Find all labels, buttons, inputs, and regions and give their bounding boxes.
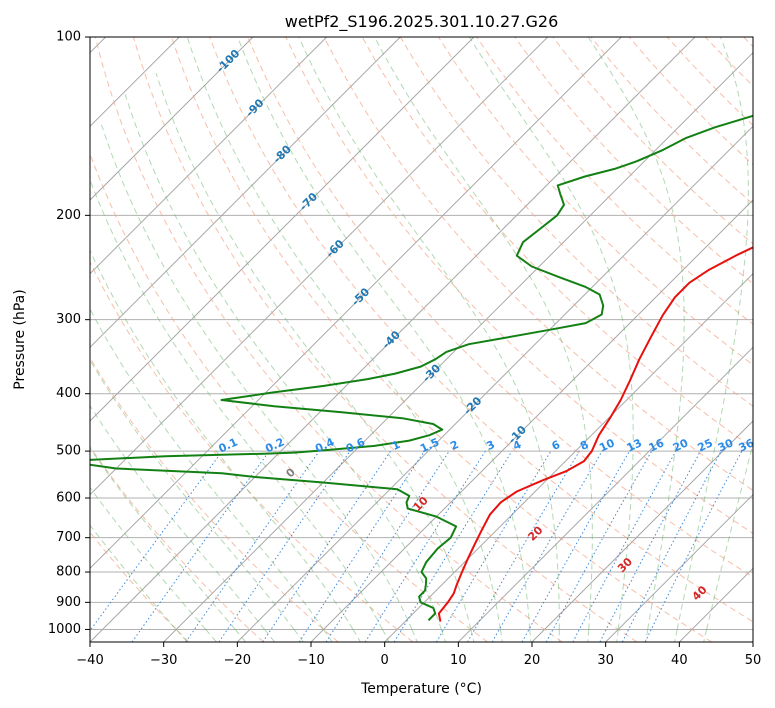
y-tick-label: 200 [56, 208, 81, 223]
isotherm-line [163, 51, 753, 642]
reference-lines [90, 37, 753, 642]
moist-adiabat-line [674, 37, 749, 642]
dry-adiabat-line [209, 37, 753, 623]
y-tick-label: 900 [56, 595, 81, 610]
moist-adiabat-line [237, 37, 532, 642]
mixing-ratio-line [90, 450, 223, 632]
y-tick-label: 500 [56, 444, 81, 459]
x-tick-label: 20 [524, 653, 541, 668]
mixing-ratio-line [644, 450, 743, 642]
dry-adiabat-line [90, 260, 414, 642]
chart-title: wetPf2_S196.2025.301.10.27.G26 [285, 12, 559, 32]
mixing-ratio-label: 10 [597, 436, 617, 454]
isotherm-line [90, 37, 401, 349]
moist-adiabat-line [186, 37, 503, 642]
y-axis: 100 200 300 400 500 600 700 800 900 1000 [48, 30, 90, 637]
x-tick-label: −30 [150, 653, 177, 668]
moist-adiabat-line [155, 72, 475, 642]
dry-adiabat-line [171, 37, 712, 642]
dry-adiabat-line [90, 356, 339, 642]
y-tick-label: 700 [56, 530, 81, 545]
moist-adiabat-line [703, 441, 753, 642]
mixing-ratio-label: 20 [671, 436, 691, 454]
x-tick-label: 10 [450, 653, 467, 668]
dry-adiabat-line [514, 37, 753, 285]
moist-adiabat-line [90, 404, 275, 642]
y-tick-label: 600 [56, 491, 81, 506]
y-axis-title: Pressure (hPa) [12, 289, 28, 389]
dry-adiabat-line [94, 37, 563, 642]
mixing-ratio-line [545, 450, 653, 642]
y-tick-label: 1000 [48, 622, 81, 637]
mixing-ratio-label: 36 [737, 436, 757, 454]
x-tick-label: 0 [381, 653, 389, 668]
dry-adiabat-line [476, 37, 753, 325]
x-tick-label: −10 [297, 653, 324, 668]
x-tick-label: 40 [671, 653, 688, 668]
isotherm-line [90, 37, 254, 201]
profile-lines [90, 114, 753, 622]
isotherm-line [236, 125, 753, 642]
mixing-ratio-line [185, 450, 320, 642]
moist-adiabat-line [374, 37, 593, 642]
x-tick-label: 50 [745, 653, 762, 668]
x-axis: −40 −30 −20 −10 0 10 20 30 40 50 [76, 642, 761, 668]
mixing-ratio-line [521, 450, 630, 642]
mixing-ratio-line [262, 450, 392, 642]
y-tick-label: 100 [56, 30, 81, 45]
mixing-ratio-label: 16 [647, 436, 667, 454]
isotherm-line [90, 37, 549, 496]
mixing-ratio-line [218, 450, 351, 642]
y-tick-label: 800 [56, 565, 81, 580]
y-tick-label: 300 [56, 312, 81, 327]
moist-adiabat-line [90, 308, 333, 642]
moist-adiabat-line [90, 447, 247, 642]
isotherm-line [457, 346, 753, 642]
x-tick-label: −20 [224, 653, 251, 668]
moist-adiabat-line [90, 486, 217, 642]
dry-adiabat-line [247, 37, 753, 578]
moist-adiabat-line [90, 178, 390, 642]
moist-adiabat-line [90, 358, 304, 642]
moist-adiabat-line [469, 37, 634, 642]
moist-adiabat-line [298, 37, 560, 642]
mixing-ratio-line [298, 450, 425, 642]
moist-adiabat-line [90, 524, 188, 642]
x-axis-title: Temperature (°C) [360, 681, 482, 697]
isotherm-line [90, 37, 328, 275]
mixing-ratio-label: 30 [716, 436, 736, 454]
mixing-ratio-line [131, 450, 270, 642]
isotherm-line [90, 37, 622, 570]
dry-adiabat-line [90, 446, 264, 642]
dry-adiabat-line [323, 37, 753, 491]
moist-adiabat-line [90, 249, 362, 642]
isotherm-line [531, 420, 753, 642]
dry-adiabat-line [132, 37, 638, 642]
mixing-ratio-line [325, 450, 450, 642]
mixing-ratio-line [393, 450, 513, 642]
plot-frame [89, 36, 754, 643]
mixing-ratio-label: 25 [695, 436, 714, 454]
moist-adiabat-line [100, 123, 418, 642]
y-tick-label: 400 [56, 386, 81, 401]
moist-adiabat-line [587, 37, 685, 642]
x-tick-label: 30 [597, 653, 614, 668]
isotherm-line [605, 493, 753, 642]
isotherm-line [90, 37, 475, 422]
dry-adiabat-line [285, 37, 753, 535]
x-tick-label: −40 [76, 653, 103, 668]
mixing-ratio-line [572, 450, 677, 642]
dewpoint-profile-line [90, 114, 753, 622]
isotherm-line [384, 272, 753, 642]
temperature-profile-line [437, 246, 753, 622]
mixing-ratio-label: 13 [625, 436, 644, 454]
